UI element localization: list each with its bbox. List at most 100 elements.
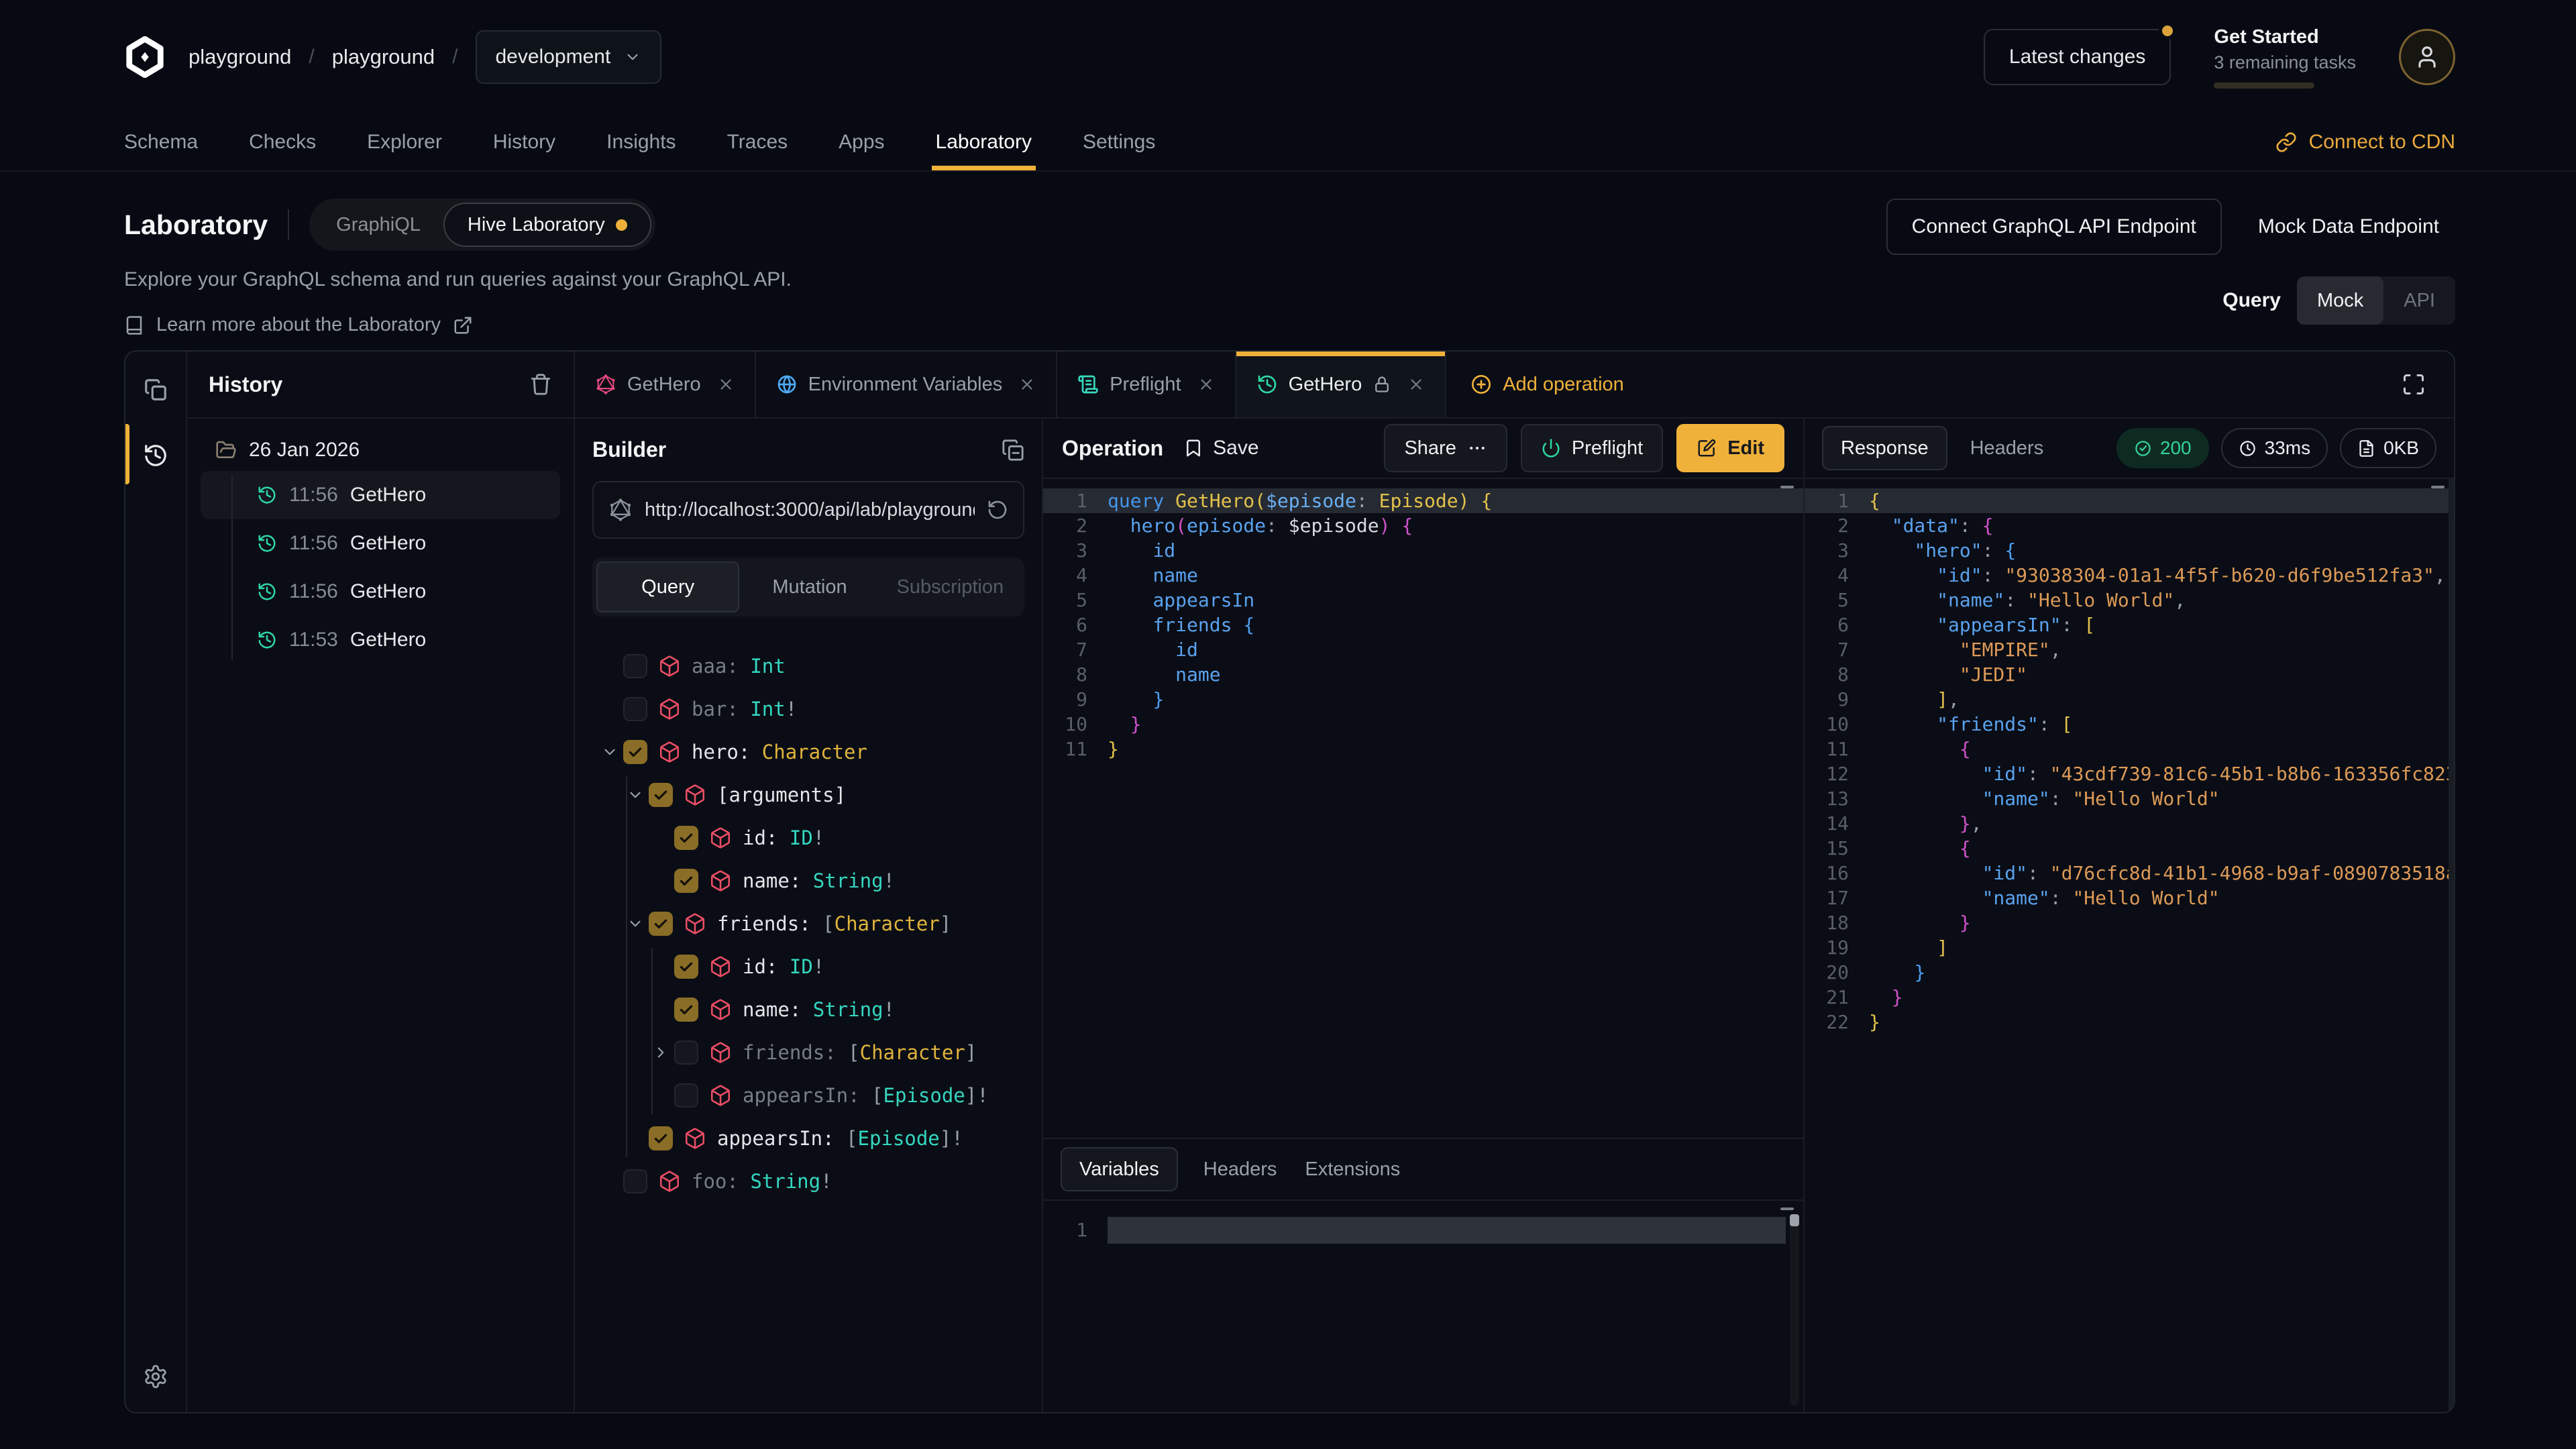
mode-hive-laboratory[interactable]: Hive Laboratory (443, 203, 651, 247)
active-line (1108, 1217, 1786, 1244)
response-viewer[interactable]: 1{2 "data": {3 "hero": {4 "id": "9303830… (1805, 479, 2454, 1412)
user-avatar[interactable] (2399, 29, 2455, 85)
breadcrumb-project[interactable]: playground (331, 45, 435, 68)
tab-environment-variables[interactable]: Environment Variables (756, 352, 1058, 417)
history-item-name: GetHero (350, 580, 427, 602)
chevron-down-icon[interactable] (596, 739, 623, 765)
nav-item-history[interactable]: History (492, 131, 556, 153)
nav-item-checks[interactable]: Checks (249, 131, 317, 153)
builder-tab-subscription[interactable]: Subscription (896, 576, 1004, 598)
variables-editor[interactable]: 1 (1043, 1201, 1803, 1412)
nav-item-insights[interactable]: Insights (606, 131, 676, 153)
query-mode-api[interactable]: API (2404, 289, 2435, 311)
history-item[interactable]: 11:53 GetHero (201, 616, 560, 664)
nav-item-traces[interactable]: Traces (727, 131, 788, 153)
scrollbar-track[interactable] (2449, 479, 2454, 1412)
close-icon[interactable] (717, 376, 735, 393)
nav-item-apps[interactable]: Apps (839, 131, 885, 153)
tree-field-arguments[interactable]: [arguments] (592, 773, 1024, 816)
history-item[interactable]: 11:56 GetHero (201, 568, 560, 616)
tree-field-friends[interactable]: friends: [Character] (592, 902, 1024, 945)
tree-field-id[interactable]: id: ID! (592, 816, 1024, 859)
tree-field-name[interactable]: name: String! (592, 859, 1024, 902)
nav-item-schema[interactable]: Schema (124, 131, 199, 153)
add-operation-button[interactable]: Add operation (1446, 352, 1648, 417)
chevron-down-icon[interactable] (622, 782, 649, 808)
history-item[interactable]: 11:56 GetHero (201, 471, 560, 519)
share-button[interactable]: Share (1384, 424, 1507, 472)
tab-gethero[interactable]: GetHero (1236, 352, 1447, 417)
field-checkbox[interactable] (623, 1169, 647, 1193)
history-rail-icon[interactable] (143, 443, 168, 468)
connect-endpoint-button[interactable]: Connect GraphQL API Endpoint (1886, 199, 2222, 255)
history-item[interactable]: 11:56 GetHero (201, 519, 560, 568)
history-date-group[interactable]: 26 Jan 2026 (201, 439, 560, 462)
close-icon[interactable] (1407, 376, 1425, 393)
field-checkbox[interactable] (649, 783, 673, 807)
fullscreen-icon[interactable] (2402, 372, 2426, 396)
response-tab-response[interactable]: Response (1822, 426, 1947, 470)
collections-icon[interactable] (143, 377, 168, 402)
tree-field-aaa[interactable]: aaa: Int (592, 645, 1024, 688)
collapse-panel-icon[interactable] (1002, 439, 1024, 462)
tree-field-bar[interactable]: bar: Int! (592, 688, 1024, 731)
field-checkbox[interactable] (674, 826, 698, 850)
scrollbar-track[interactable] (1790, 1214, 1799, 1405)
nav-item-settings[interactable]: Settings (1082, 131, 1156, 153)
field-checkbox[interactable] (623, 740, 647, 764)
query-editor[interactable]: 1 query GetHero($episode: Episode) {2 her… (1043, 479, 1803, 1138)
endpoint-input[interactable]: http://localhost:3000/api/lab/playground (592, 481, 1024, 539)
close-icon[interactable] (1197, 376, 1215, 393)
tab-headers[interactable]: Headers (1203, 1158, 1277, 1180)
scrollbar-thumb[interactable] (1790, 1214, 1799, 1226)
mock-endpoint-button[interactable]: Mock Data Endpoint (2242, 199, 2455, 255)
get-started-widget[interactable]: Get Started 3 remaining tasks (2214, 26, 2356, 89)
latest-changes-button[interactable]: Latest changes (1983, 22, 2177, 85)
refresh-icon[interactable] (987, 499, 1008, 521)
nav-item-laboratory[interactable]: Laboratory (931, 114, 1036, 170)
field-checkbox[interactable] (674, 955, 698, 979)
target-selector[interactable]: development (475, 30, 662, 84)
connect-to-cdn-link[interactable]: Connect to CDN (2275, 114, 2455, 170)
tree-field-foo[interactable]: foo: String! (592, 1160, 1024, 1203)
builder-tab-mutation[interactable]: Mutation (772, 576, 847, 598)
preflight-button[interactable]: Preflight (1520, 424, 1664, 472)
caret-spacer (596, 653, 623, 680)
code-line: 4 name (1043, 563, 1803, 588)
response-tab-headers[interactable]: Headers (1970, 437, 2044, 459)
tab-variables[interactable]: Variables (1061, 1147, 1178, 1191)
tree-field-id[interactable]: id: ID! (592, 945, 1024, 988)
learn-more-link[interactable]: Learn more about the Laboratory (124, 314, 2455, 336)
save-button[interactable]: Save (1183, 437, 1259, 460)
field-checkbox[interactable] (623, 697, 647, 721)
field-checkbox[interactable] (674, 1083, 698, 1108)
line-number: 3 (1837, 539, 1849, 561)
field-label: name: (743, 869, 802, 892)
field-checkbox[interactable] (649, 912, 673, 936)
type-cube-icon (709, 998, 732, 1021)
tab-gethero[interactable]: GetHero (575, 352, 756, 417)
tree-field-name[interactable]: name: String! (592, 988, 1024, 1031)
chevron-down-icon[interactable] (622, 910, 649, 937)
field-checkbox[interactable] (674, 869, 698, 893)
chevron-right-icon[interactable] (647, 1039, 674, 1066)
nav-item-explorer[interactable]: Explorer (367, 131, 442, 153)
tab-preflight[interactable]: Preflight (1057, 352, 1236, 417)
tree-field-appearsIn[interactable]: appearsIn: [Episode]! (592, 1074, 1024, 1117)
field-checkbox[interactable] (674, 1040, 698, 1065)
tree-field-appearsIn[interactable]: appearsIn: [Episode]! (592, 1117, 1024, 1160)
close-icon[interactable] (1018, 376, 1036, 393)
trash-icon[interactable] (529, 373, 552, 396)
edit-button[interactable]: Edit (1676, 424, 1784, 472)
field-checkbox[interactable] (649, 1126, 673, 1150)
settings-gear-icon[interactable] (143, 1364, 168, 1389)
tree-field-hero[interactable]: hero: Character (592, 731, 1024, 773)
tree-field-friends[interactable]: friends: [Character] (592, 1031, 1024, 1074)
query-mode-mock[interactable]: Mock (2296, 276, 2384, 325)
builder-tab-query[interactable]: Query (596, 561, 740, 612)
field-checkbox[interactable] (623, 654, 647, 678)
tab-extensions[interactable]: Extensions (1305, 1158, 1401, 1180)
breadcrumb-org[interactable]: playground (189, 45, 292, 68)
field-checkbox[interactable] (674, 998, 698, 1022)
mode-graphiql[interactable]: GraphiQL (336, 213, 421, 235)
